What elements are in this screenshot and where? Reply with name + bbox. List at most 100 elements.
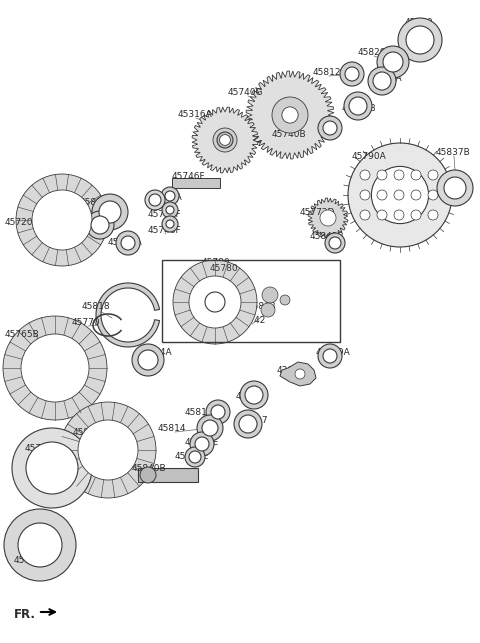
Circle shape (280, 295, 290, 305)
Circle shape (398, 18, 442, 62)
Circle shape (360, 170, 370, 180)
Circle shape (60, 402, 156, 498)
Circle shape (140, 467, 156, 483)
Circle shape (261, 303, 275, 317)
Text: 45780: 45780 (202, 258, 230, 267)
Circle shape (166, 220, 174, 228)
Circle shape (121, 236, 135, 250)
Circle shape (345, 67, 359, 81)
Circle shape (245, 386, 263, 404)
Circle shape (99, 201, 121, 223)
Text: 45745C: 45745C (196, 278, 231, 287)
Text: 43020A: 43020A (277, 366, 312, 375)
Text: 45854: 45854 (65, 213, 94, 222)
Text: 45772D: 45772D (300, 208, 336, 217)
Circle shape (368, 67, 396, 95)
Text: 45746F: 45746F (148, 226, 181, 235)
Circle shape (12, 428, 92, 508)
Circle shape (195, 437, 209, 451)
Text: 45813E: 45813E (185, 408, 219, 417)
Polygon shape (192, 107, 258, 173)
Text: 45746F: 45746F (172, 172, 205, 181)
Circle shape (411, 190, 421, 200)
Text: 45840B: 45840B (132, 464, 167, 473)
Polygon shape (246, 71, 334, 159)
Text: 46530: 46530 (236, 392, 264, 401)
Circle shape (173, 260, 257, 344)
Circle shape (166, 206, 174, 214)
Circle shape (373, 72, 391, 90)
Circle shape (206, 400, 230, 424)
Circle shape (240, 381, 268, 409)
Circle shape (318, 116, 342, 140)
Circle shape (377, 210, 387, 220)
Text: 45750: 45750 (405, 18, 433, 27)
Text: 45770: 45770 (72, 318, 101, 327)
Circle shape (428, 210, 438, 220)
Circle shape (189, 276, 241, 328)
Text: 45740B: 45740B (272, 130, 307, 139)
Circle shape (377, 190, 387, 200)
Circle shape (444, 177, 466, 199)
Circle shape (372, 167, 429, 224)
Circle shape (411, 210, 421, 220)
Text: 45715A: 45715A (108, 238, 143, 247)
Text: 45812C: 45812C (313, 68, 348, 77)
Circle shape (18, 523, 62, 567)
Circle shape (92, 194, 128, 230)
Bar (162, 260, 340, 342)
Text: FR.: FR. (14, 608, 36, 621)
Circle shape (428, 170, 438, 180)
Circle shape (383, 52, 403, 72)
Circle shape (318, 344, 342, 368)
Bar (138, 468, 198, 482)
Circle shape (78, 420, 138, 480)
Circle shape (211, 405, 225, 419)
Text: 45817: 45817 (240, 416, 269, 425)
Text: 45820C: 45820C (358, 48, 393, 57)
Polygon shape (280, 362, 316, 386)
Circle shape (213, 128, 237, 152)
Text: 45742: 45742 (238, 316, 266, 325)
Text: 45746F: 45746F (148, 210, 181, 219)
Text: 45814: 45814 (158, 424, 187, 433)
Text: 45740G: 45740G (228, 88, 264, 97)
Circle shape (3, 316, 107, 420)
Text: 45316A: 45316A (178, 110, 213, 119)
Circle shape (262, 287, 278, 303)
Circle shape (197, 284, 233, 320)
Text: 45833A: 45833A (80, 198, 115, 207)
Circle shape (197, 415, 223, 441)
Circle shape (149, 194, 161, 206)
Text: 45780: 45780 (210, 264, 239, 273)
Circle shape (349, 97, 367, 115)
Text: 45720F: 45720F (5, 218, 38, 227)
Circle shape (217, 132, 233, 148)
Circle shape (272, 97, 308, 133)
Text: 45818: 45818 (82, 302, 110, 311)
Circle shape (138, 350, 158, 370)
Circle shape (116, 231, 140, 255)
Bar (172, 178, 220, 188)
Circle shape (21, 334, 89, 402)
Circle shape (320, 210, 336, 226)
Circle shape (282, 107, 298, 123)
Circle shape (394, 170, 404, 180)
Circle shape (189, 451, 201, 463)
Circle shape (437, 170, 473, 206)
Circle shape (205, 292, 225, 312)
Circle shape (162, 202, 178, 218)
Circle shape (323, 121, 337, 135)
Circle shape (91, 216, 109, 234)
Circle shape (132, 344, 164, 376)
Circle shape (202, 420, 218, 436)
Circle shape (428, 190, 438, 200)
Circle shape (165, 191, 175, 201)
Text: 45863: 45863 (248, 302, 276, 311)
Circle shape (86, 211, 114, 239)
Circle shape (360, 190, 370, 200)
Circle shape (340, 62, 364, 86)
Circle shape (377, 46, 409, 78)
Circle shape (16, 174, 108, 266)
Text: 45841D: 45841D (14, 556, 49, 565)
